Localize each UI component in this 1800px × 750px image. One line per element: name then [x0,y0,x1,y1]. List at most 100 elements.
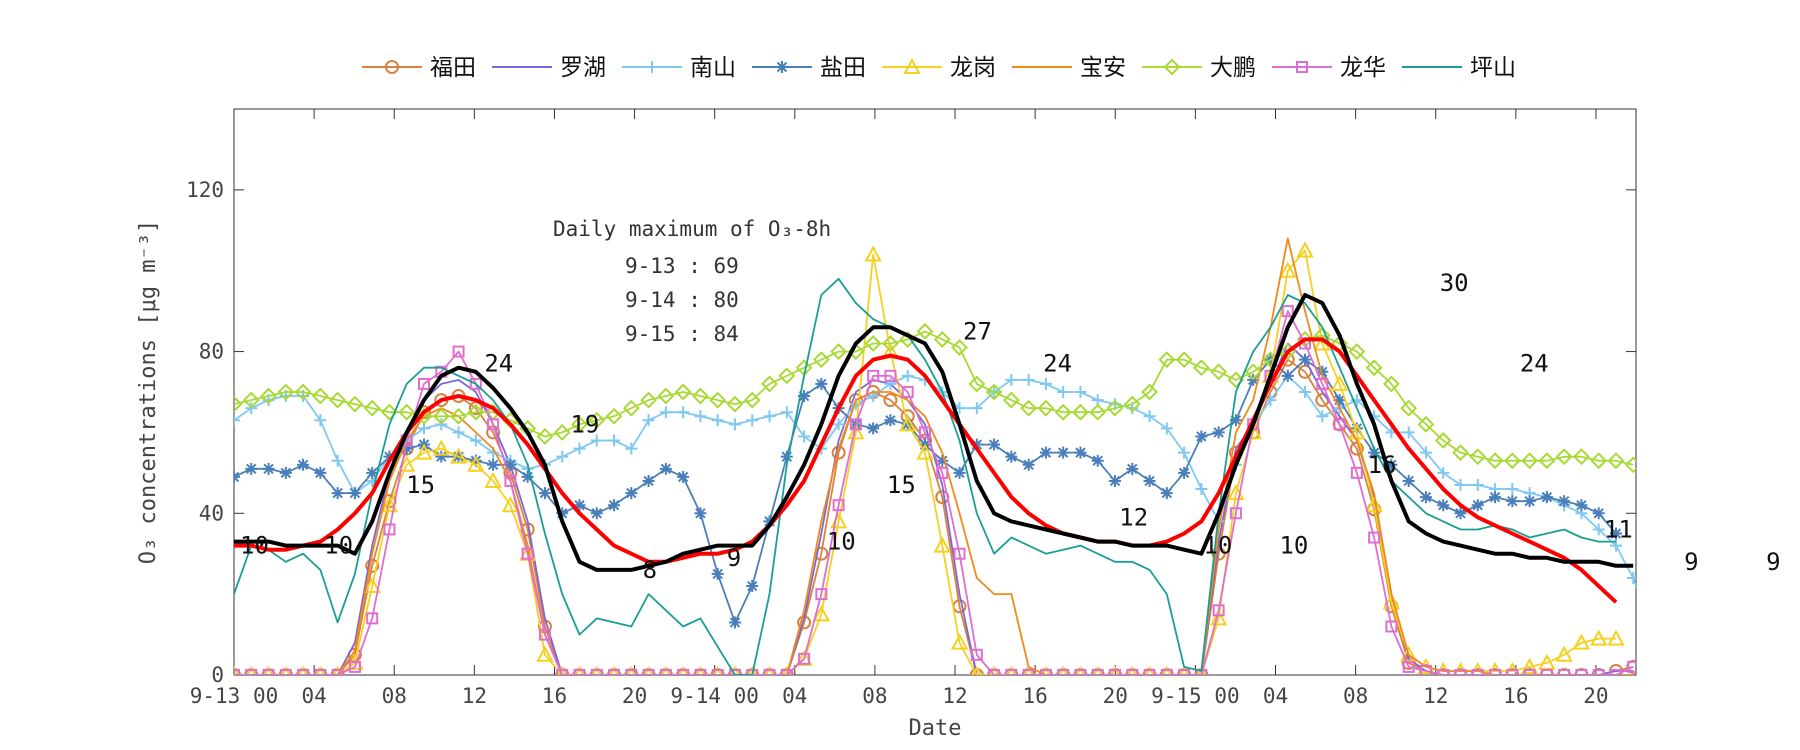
series-mean-9 [234,337,1618,604]
data-point [573,669,586,675]
data-point [971,665,982,675]
data-point [398,403,416,421]
data-point [608,434,621,447]
data-point [746,414,759,427]
data-point [1382,593,1401,610]
data-point [1158,351,1176,369]
data-point [1506,669,1519,675]
data-point [830,343,848,360]
data-point [1091,669,1104,675]
data-point [1520,657,1539,674]
data-point [1454,478,1467,491]
data-point [780,406,793,419]
data-point [916,322,934,340]
data-point [538,628,551,641]
legend-item: 龙岗 [882,55,996,81]
data-point [556,669,569,675]
data-point [1609,527,1622,540]
data-point [1160,669,1173,675]
legend-label: 南山 [690,55,736,81]
data-point [1022,669,1035,675]
data-point [1072,403,1089,421]
data-point [1022,373,1035,386]
data-point [1005,450,1018,463]
data-point [331,454,344,467]
value-annotation: 15 [887,471,916,499]
series-坪山 [234,277,1616,675]
data-point [884,414,897,427]
legend-label: 罗湖 [560,55,606,81]
data-point [1143,410,1156,423]
data-point [571,415,588,433]
data-point [1210,363,1228,381]
data-point [1627,660,1636,673]
data-point [1402,660,1415,673]
value-annotation: 9 [727,544,741,572]
data-point [311,387,329,405]
data-point [1400,645,1418,662]
plot-frame [233,108,1637,676]
value-annotation: 10 [240,532,269,560]
data-point [484,471,502,488]
data-point [1039,377,1052,390]
data-point [590,434,603,447]
data-point [383,450,396,463]
y-tick-label: 120 [186,178,224,202]
legend-label: 坪山 [1470,55,1516,81]
data-point [867,369,880,382]
data-point [1368,446,1381,459]
data-point [1229,507,1242,520]
data-point [590,669,603,675]
data-point [1452,444,1469,462]
data-point [608,499,621,512]
data-point [694,507,707,520]
data-point [314,414,327,427]
data-point [884,369,897,382]
series-龙岗 [234,241,1625,675]
x-tick-label: 12 [1423,684,1448,708]
data-point [1212,426,1225,439]
data-point [1160,487,1173,500]
data-point [1057,386,1070,398]
data-point [573,442,586,455]
data-point [588,411,606,429]
data-point [1195,430,1208,443]
data-point [380,496,399,513]
legend-item: 南山 [622,55,736,81]
data-point [1279,261,1297,278]
data-point [832,418,845,431]
data-point [1471,478,1484,491]
legend-label: 福田 [430,55,476,81]
legend-item: 盐田 [752,55,866,81]
legend-label: 大鹏 [1210,55,1256,81]
data-point [642,669,655,675]
data-point [642,414,655,427]
data-point [847,423,865,440]
x-tick-label: 04 [782,684,807,708]
data-point [1365,359,1383,377]
value-annotation: 16 [1368,451,1397,479]
data-point [1039,446,1052,459]
data-point [1039,669,1052,675]
series-line [234,277,1616,675]
series-line [234,249,1616,675]
data-point [968,375,986,393]
series-mean-10 [234,293,1634,572]
data-point [366,466,379,479]
data-point [659,669,672,675]
data-point [883,393,898,408]
data-point [798,390,811,403]
data-point [1178,669,1191,675]
data-point [536,645,554,662]
data-point [331,669,344,675]
x-tick-label: 9-14 00 [670,684,759,708]
data-point [746,580,759,593]
data-point [657,387,675,405]
data-point [1385,620,1398,633]
series-group [234,237,1636,675]
data-point [1558,669,1571,675]
data-point [279,669,292,675]
data-point [1227,371,1245,389]
data-point [795,649,813,666]
